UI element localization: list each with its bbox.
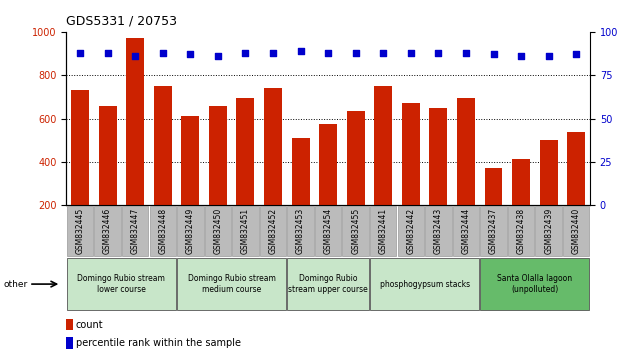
Text: GSM832443: GSM832443 <box>434 208 443 254</box>
Bar <box>374 86 392 205</box>
Point <box>186 52 196 57</box>
Bar <box>512 159 530 205</box>
FancyBboxPatch shape <box>398 206 424 256</box>
FancyBboxPatch shape <box>315 206 341 256</box>
Text: GSM832455: GSM832455 <box>351 208 360 254</box>
Bar <box>181 116 199 205</box>
Text: GSM832452: GSM832452 <box>269 208 278 254</box>
Point <box>488 52 498 57</box>
FancyBboxPatch shape <box>480 206 507 256</box>
Bar <box>209 105 227 205</box>
Text: count: count <box>76 320 103 330</box>
FancyBboxPatch shape <box>67 258 176 310</box>
FancyBboxPatch shape <box>480 258 589 310</box>
Point <box>213 53 223 59</box>
FancyBboxPatch shape <box>67 206 93 256</box>
Point <box>268 50 278 56</box>
FancyBboxPatch shape <box>343 206 369 256</box>
Text: GSM832454: GSM832454 <box>324 208 333 254</box>
Bar <box>319 124 337 205</box>
FancyBboxPatch shape <box>425 206 452 256</box>
FancyBboxPatch shape <box>122 206 148 256</box>
Point <box>351 50 361 56</box>
Bar <box>237 98 254 205</box>
Bar <box>567 132 585 205</box>
FancyBboxPatch shape <box>232 206 259 256</box>
Point <box>158 50 168 56</box>
FancyBboxPatch shape <box>204 206 231 256</box>
FancyBboxPatch shape <box>287 206 314 256</box>
Point <box>240 50 251 56</box>
FancyBboxPatch shape <box>508 206 534 256</box>
Bar <box>126 38 144 205</box>
Point <box>378 50 388 56</box>
Text: GSM832449: GSM832449 <box>186 208 195 254</box>
Bar <box>66 319 73 330</box>
Point <box>571 52 581 57</box>
Bar <box>485 169 502 205</box>
Bar <box>66 337 73 349</box>
Point <box>543 53 553 59</box>
Point <box>516 53 526 59</box>
FancyBboxPatch shape <box>370 258 479 310</box>
Point <box>406 50 416 56</box>
Text: GSM832439: GSM832439 <box>544 208 553 254</box>
Text: GSM832453: GSM832453 <box>296 208 305 254</box>
Bar <box>457 98 475 205</box>
Text: GSM832440: GSM832440 <box>572 208 581 254</box>
Bar <box>154 86 172 205</box>
Text: GSM832441: GSM832441 <box>379 208 387 254</box>
Text: GSM832451: GSM832451 <box>241 208 250 254</box>
FancyBboxPatch shape <box>287 258 369 310</box>
Point <box>323 50 333 56</box>
FancyBboxPatch shape <box>536 206 562 256</box>
Bar <box>98 105 117 205</box>
FancyBboxPatch shape <box>563 206 589 256</box>
Point <box>461 50 471 56</box>
Text: Domingo Rubio stream
lower course: Domingo Rubio stream lower course <box>78 274 165 294</box>
Text: Domingo Rubio stream
medium course: Domingo Rubio stream medium course <box>187 274 276 294</box>
Text: GDS5331 / 20753: GDS5331 / 20753 <box>66 14 177 27</box>
Text: Domingo Rubio
stream upper course: Domingo Rubio stream upper course <box>288 274 368 294</box>
FancyBboxPatch shape <box>95 206 121 256</box>
Point <box>295 48 305 54</box>
Point <box>433 50 444 56</box>
Point <box>103 50 113 56</box>
FancyBboxPatch shape <box>177 206 204 256</box>
Text: GSM832447: GSM832447 <box>131 208 139 254</box>
Bar <box>402 103 420 205</box>
Text: GSM832448: GSM832448 <box>158 208 167 254</box>
Text: GSM832445: GSM832445 <box>76 208 85 254</box>
Text: GSM832437: GSM832437 <box>489 208 498 254</box>
Text: other: other <box>3 280 27 289</box>
Text: GSM832444: GSM832444 <box>461 208 471 254</box>
Text: GSM832446: GSM832446 <box>103 208 112 254</box>
FancyBboxPatch shape <box>370 206 396 256</box>
FancyBboxPatch shape <box>452 206 479 256</box>
Point <box>75 50 85 56</box>
Bar <box>430 108 447 205</box>
FancyBboxPatch shape <box>177 258 286 310</box>
Point <box>130 53 140 59</box>
Bar <box>264 88 282 205</box>
Bar <box>71 90 89 205</box>
Text: percentile rank within the sample: percentile rank within the sample <box>76 338 240 348</box>
Bar <box>540 140 558 205</box>
Text: phosphogypsum stacks: phosphogypsum stacks <box>379 280 469 289</box>
FancyBboxPatch shape <box>150 206 176 256</box>
Text: GSM832450: GSM832450 <box>213 208 222 254</box>
Bar <box>292 138 310 205</box>
Text: Santa Olalla lagoon
(unpolluted): Santa Olalla lagoon (unpolluted) <box>497 274 572 294</box>
Text: GSM832438: GSM832438 <box>517 208 526 254</box>
Bar <box>346 111 365 205</box>
FancyBboxPatch shape <box>260 206 286 256</box>
Text: GSM832442: GSM832442 <box>406 208 415 254</box>
